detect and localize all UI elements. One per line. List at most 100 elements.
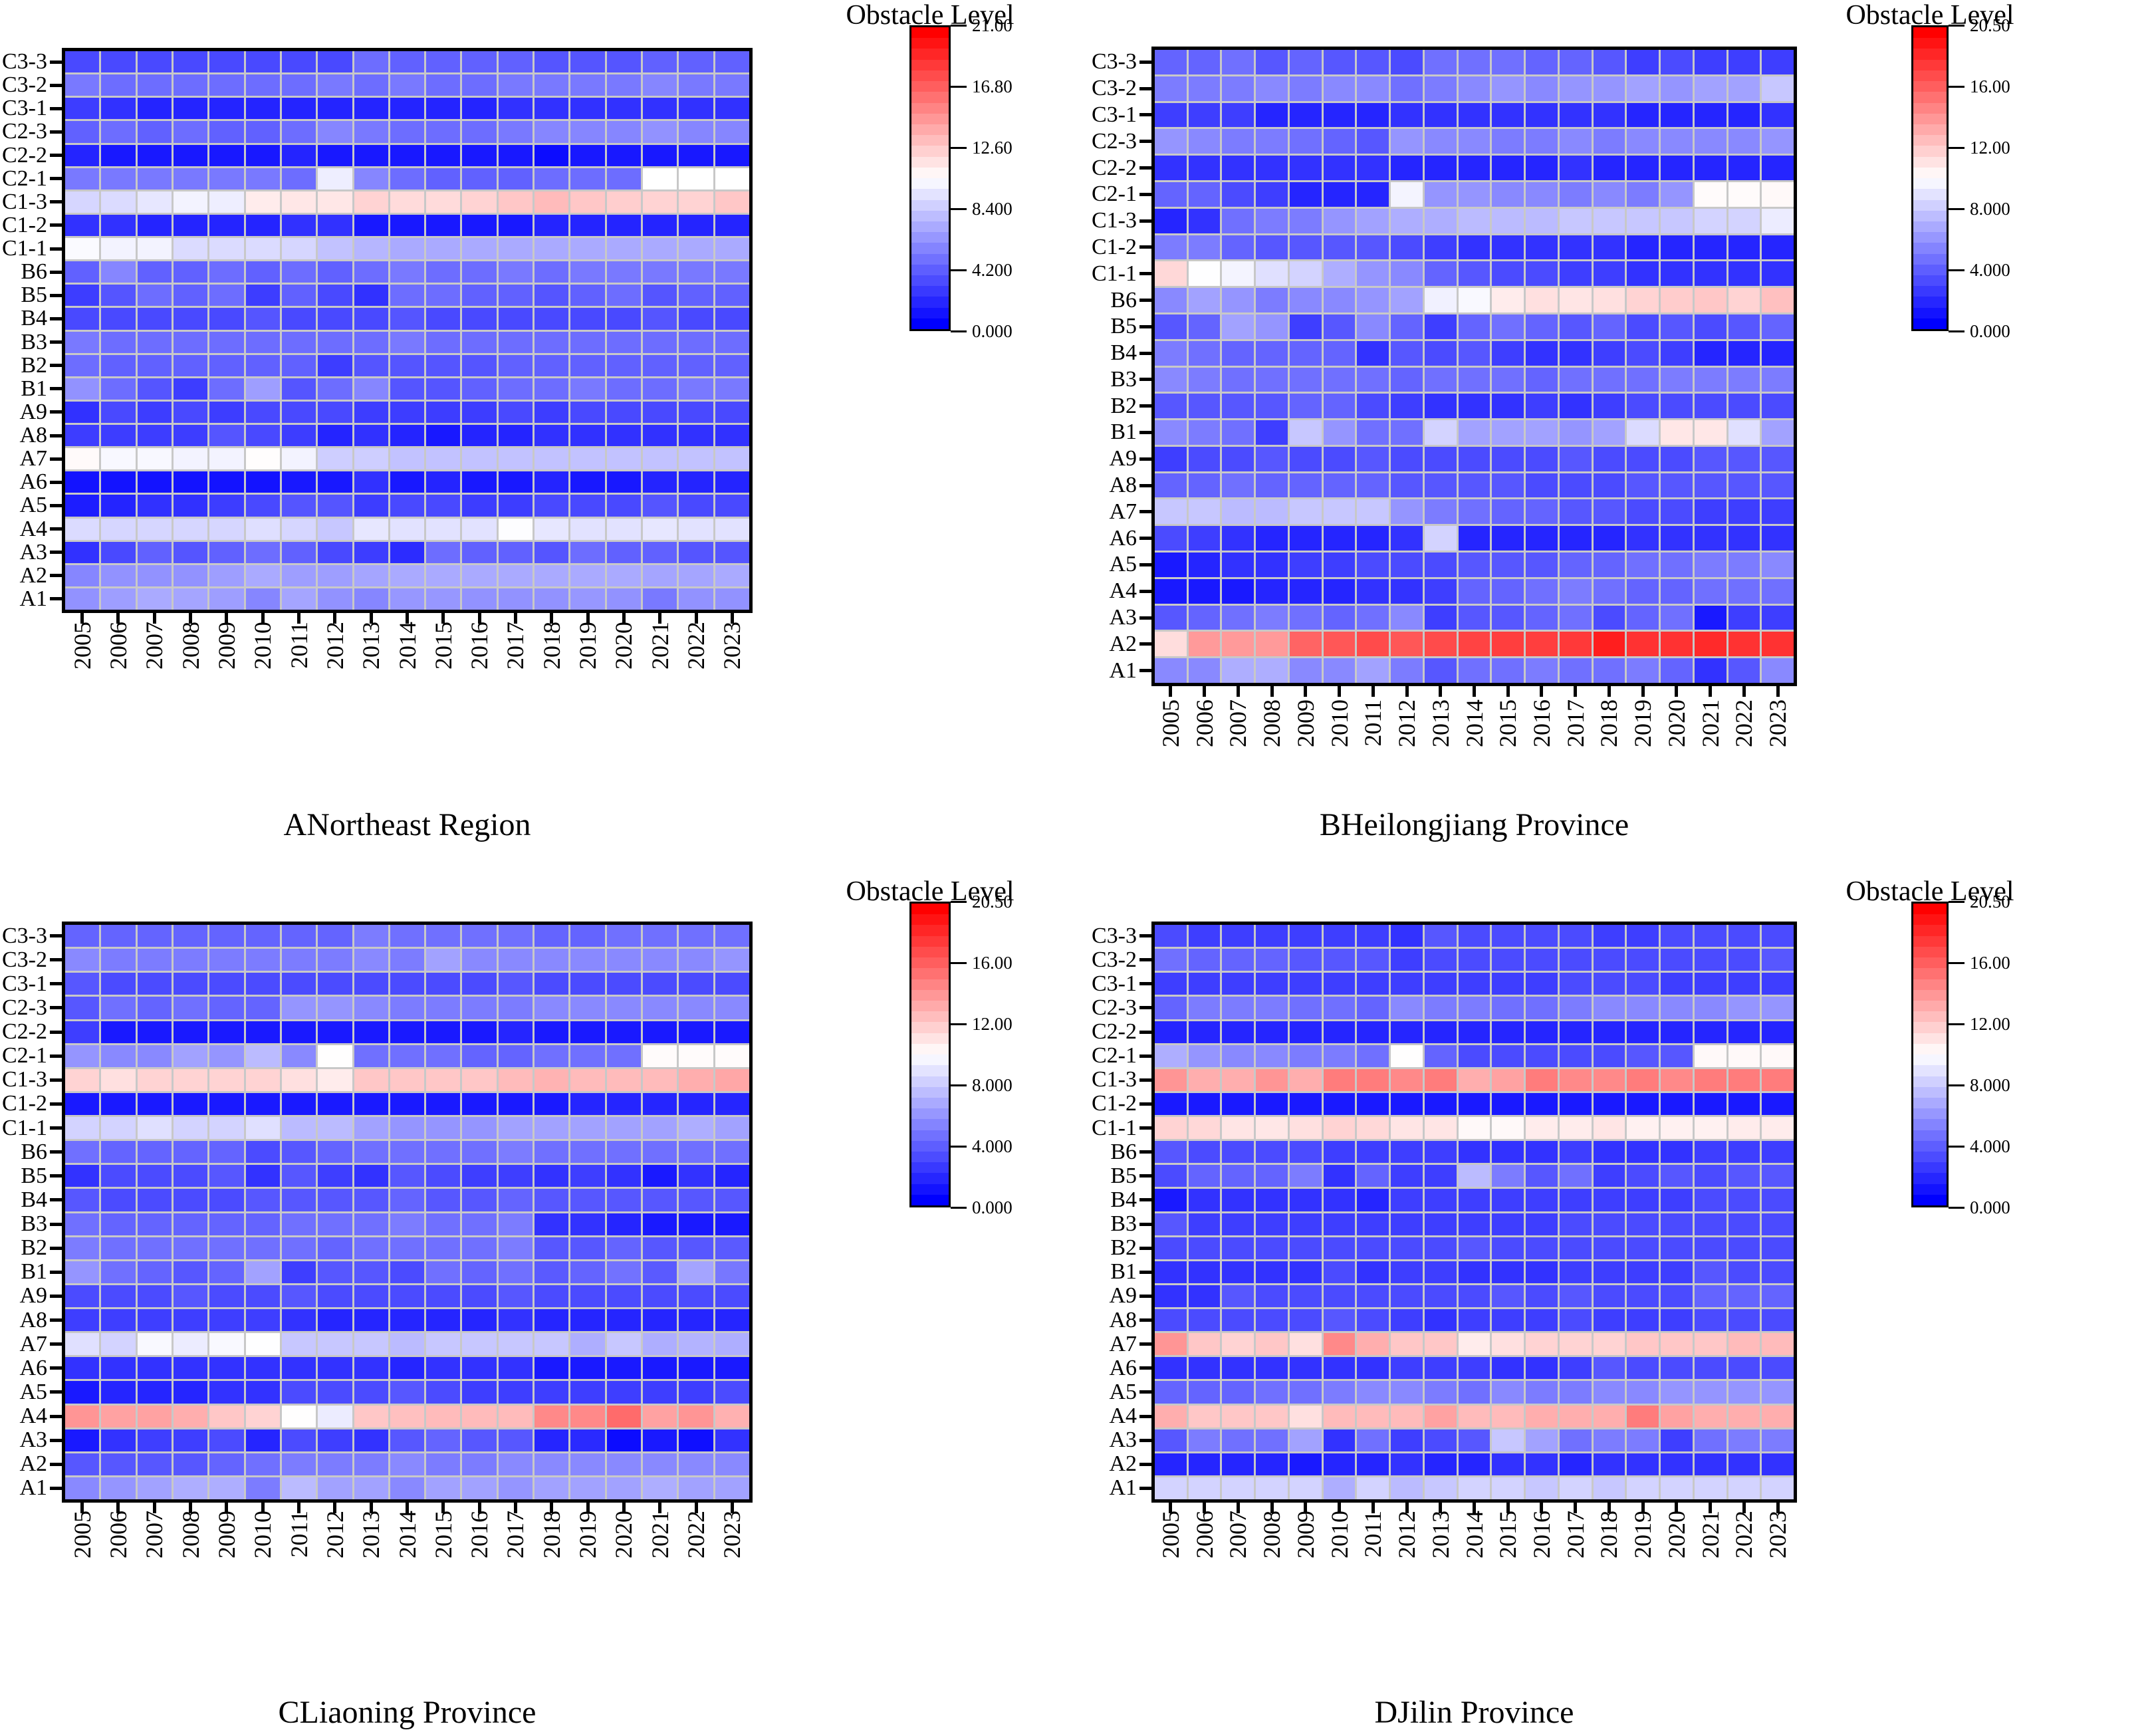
heatmap-cell: [1155, 997, 1187, 1019]
heatmap-cell: [462, 925, 497, 947]
heatmap-cell: [1323, 1405, 1356, 1427]
heatmap-cell: [1661, 50, 1693, 74]
heatmap-cell: [715, 51, 749, 73]
heatmap-cell: [1762, 129, 1794, 154]
heatmap-cell: [318, 1477, 352, 1499]
y-axis-label: C3-2: [1092, 947, 1137, 972]
heatmap-cell: [137, 98, 172, 120]
heatmap-cell: [1357, 182, 1389, 207]
heatmap-cell: [1661, 261, 1693, 287]
heatmap-cell: [1323, 1333, 1356, 1356]
heatmap-cell: [570, 1068, 605, 1091]
heatmap-cell: [1424, 1021, 1457, 1043]
heatmap-cell: [462, 98, 497, 120]
heatmap-cell: [1492, 1357, 1524, 1380]
heatmap-cell: [1357, 973, 1389, 995]
heatmap-cell: [1188, 632, 1221, 657]
heatmap-cell: [245, 973, 280, 995]
heatmap-cell: [679, 1068, 713, 1091]
heatmap-cell: [1627, 499, 1659, 525]
colorbar-band: [911, 297, 949, 308]
heatmap-cell: [1694, 1141, 1727, 1164]
heatmap-cell: [1728, 1165, 1760, 1187]
heatmap-cell: [245, 98, 280, 120]
heatmap-cell: [679, 285, 713, 307]
heatmap-cell: [1627, 1068, 1659, 1091]
heatmap-cell: [715, 1333, 749, 1356]
heatmap-cell: [570, 1117, 605, 1140]
heatmap-cell: [606, 1429, 642, 1451]
heatmap-cell: [137, 354, 172, 376]
heatmap-cell: [281, 1092, 316, 1115]
heatmap-cell: [318, 925, 352, 947]
x-axis-tick: [1270, 686, 1274, 697]
heatmap-cell: [1762, 658, 1794, 683]
heatmap-cell: [679, 1285, 713, 1307]
heatmap-cell: [1492, 1141, 1524, 1164]
heatmap-cell: [679, 471, 713, 493]
heatmap-cell: [137, 949, 172, 971]
heatmap-cell: [1222, 1092, 1254, 1115]
y-axis-tick: [1139, 1438, 1151, 1442]
heatmap-cell: [1289, 50, 1322, 74]
heatmap-cell: [1391, 156, 1423, 180]
heatmap-cell: [1458, 340, 1490, 366]
colorbar-band: [1913, 307, 1947, 318]
y-axis-label: A7: [1109, 499, 1137, 524]
colorbar-tick: [951, 1084, 967, 1086]
heatmap-cell: [1559, 1213, 1592, 1235]
colorbar-tick-label: 4.000: [972, 1136, 1012, 1156]
colorbar-tick-label: 12.00: [972, 1014, 1012, 1034]
heatmap-cell: [245, 378, 280, 400]
heatmap-cell: [570, 1261, 605, 1283]
heatmap-cell: [1289, 949, 1322, 971]
heatmap-cell: [570, 1165, 605, 1187]
heatmap-cell: [1661, 1429, 1693, 1451]
heatmap-cell: [426, 168, 461, 189]
heatmap-cell: [101, 1453, 136, 1475]
heatmap-cell: [1627, 973, 1659, 995]
heatmap-cell: [462, 1429, 497, 1451]
x-axis-tick: [189, 1503, 193, 1513]
heatmap-cell: [1661, 340, 1693, 366]
heatmap-cell: [1728, 605, 1760, 630]
heatmap-cell: [1694, 1261, 1727, 1283]
heatmap-cell: [1492, 553, 1524, 577]
heatmap-cell: [462, 1141, 497, 1164]
colorbar-band: [911, 264, 949, 276]
heatmap-cell: [1188, 1141, 1221, 1164]
heatmap-cell: [570, 261, 605, 283]
heatmap-cell: [715, 285, 749, 307]
heatmap-cell: [1593, 314, 1625, 339]
heatmap-cell: [1357, 1237, 1389, 1259]
heatmap-cell: [137, 1141, 172, 1164]
heatmap-cell: [715, 997, 749, 1019]
heatmap-cell: [462, 74, 497, 96]
y-axis-tick: [50, 1174, 62, 1178]
heatmap-cell: [1762, 1213, 1794, 1235]
heatmap-cell: [1424, 156, 1457, 180]
heatmap-cell: [354, 1189, 388, 1211]
heatmap-cell: [318, 997, 352, 1019]
heatmap-cell: [1357, 949, 1389, 971]
y-axis-tick: [1139, 1270, 1151, 1274]
heatmap-cell: [715, 1213, 749, 1235]
heatmap-cell: [1526, 102, 1558, 128]
heatmap-cell: [1155, 499, 1187, 525]
y-axis-tick: [1139, 60, 1151, 64]
colorbar-band: [911, 1140, 949, 1152]
heatmap-cell: [1289, 1165, 1322, 1187]
heatmap-cell: [1762, 1261, 1794, 1283]
heatmap-cell: [354, 1021, 388, 1043]
heatmap-cell: [606, 331, 642, 353]
heatmap-cell: [318, 238, 352, 260]
heatmap-cell: [1391, 1068, 1423, 1091]
heatmap-cell: [1694, 499, 1727, 525]
heatmap-cell: [209, 98, 244, 120]
y-axis-tick: [50, 1366, 62, 1370]
heatmap-cell: [354, 1141, 388, 1164]
x-axis-label: 2023: [1741, 699, 1814, 748]
heatmap-cell: [462, 495, 497, 517]
heatmap-cell: [535, 1453, 569, 1475]
heatmap-cell: [462, 1068, 497, 1091]
